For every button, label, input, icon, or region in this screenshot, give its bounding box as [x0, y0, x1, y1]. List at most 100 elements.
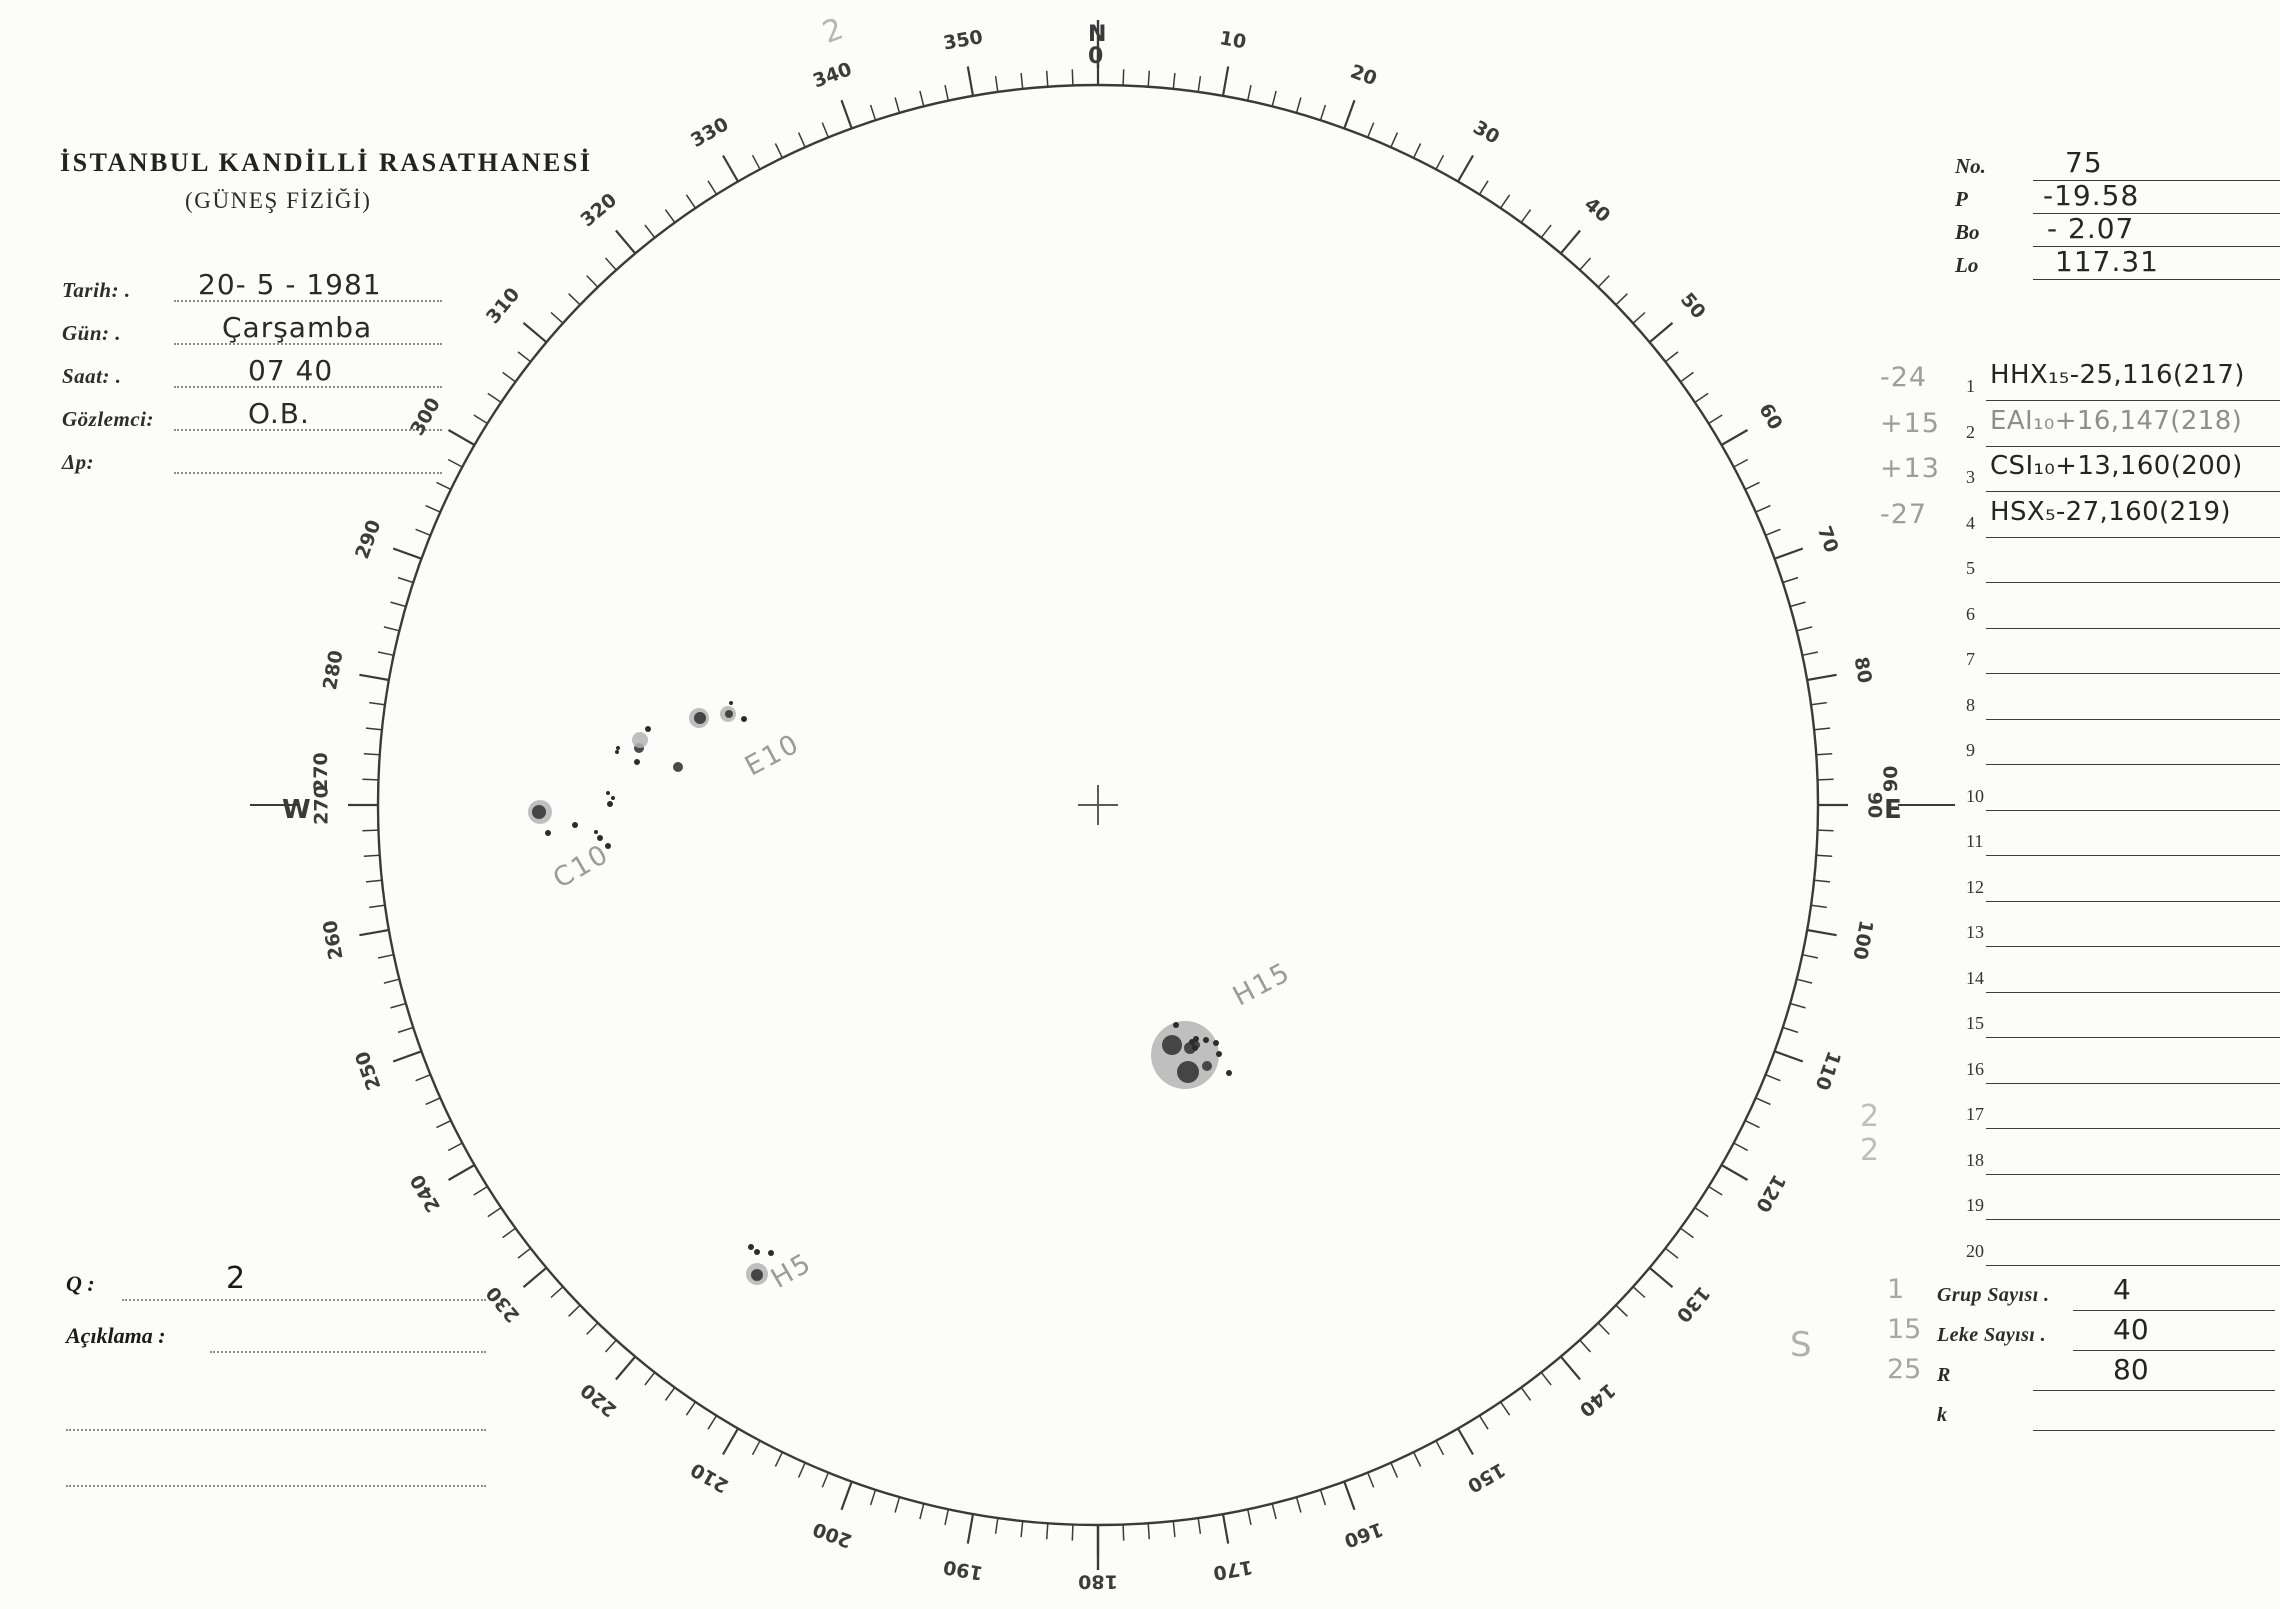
- group-ruleline: [1986, 445, 2280, 447]
- compass-east-letter: E: [1884, 795, 1902, 825]
- sunspot-pore: [645, 726, 651, 732]
- summary-ruleline: [2033, 1430, 2275, 1431]
- aciklama-row[interactable]: Açıklama :: [66, 1317, 486, 1487]
- group-ruleline: [1986, 1264, 2280, 1266]
- group-row[interactable]: 18: [1880, 1136, 2280, 1182]
- form-row-tarih[interactable]: Tarih: . 20- 5 - 1981: [62, 268, 442, 313]
- summary-row-grup-sayisi[interactable]: 1 Grup Sayısı . 4: [1887, 1273, 2275, 1318]
- group-row[interactable]: 8: [1880, 681, 2280, 727]
- group-row[interactable]: 7: [1880, 635, 2280, 681]
- sunspot-pore: [1226, 1070, 1232, 1076]
- sunspot-pore: [768, 1250, 774, 1256]
- param-row-no[interactable]: No. 75: [1955, 146, 2280, 183]
- group-entry-text: HHX₁₅-25,116(217): [1990, 360, 2245, 390]
- form-row-gun[interactable]: Gün: . Çarşamba: [62, 311, 442, 356]
- degree-label: 140: [1575, 1379, 1620, 1421]
- group-row[interactable]: 5: [1880, 544, 2280, 590]
- group-index: 18: [1966, 1149, 1984, 1170]
- group-row[interactable]: -27 4 HSX₅-27,160(219): [1880, 497, 2280, 545]
- form-dotline: [174, 300, 442, 302]
- group-pencil-note: +15: [1880, 407, 1940, 439]
- sunspot-pore: [1203, 1037, 1209, 1043]
- group-ruleline: [1986, 491, 2280, 492]
- sunspot-pore: [1189, 1039, 1195, 1045]
- group-pencil-note: -24: [1880, 362, 1928, 393]
- sunspot-umbra: [694, 712, 706, 724]
- param-row-bo[interactable]: Bo - 2.07: [1955, 212, 2280, 249]
- sunspot-pore: [729, 701, 733, 705]
- param-row-lo[interactable]: Lo 117.31: [1955, 245, 2280, 282]
- summary-pencil-note: 1: [1887, 1274, 1905, 1305]
- group-row[interactable]: +15 2 EAI₁₀+16,147(218): [1880, 406, 2280, 454]
- degree-label: 90: [1864, 792, 1886, 818]
- summary-ruleline: [2073, 1310, 2275, 1311]
- degree-label: 160: [1341, 1518, 1386, 1552]
- form-value-gozlemci: O.B.: [248, 397, 310, 430]
- param-row-p[interactable]: P -19.58: [1955, 179, 2280, 216]
- group-row[interactable]: 15: [1880, 999, 2280, 1045]
- param-label-p: P: [1955, 187, 1968, 211]
- group-index: 1: [1966, 376, 1975, 396]
- group-row[interactable]: 16: [1880, 1045, 2280, 1091]
- degree-label: 180: [1078, 1571, 1118, 1593]
- form-row-gozlemci[interactable]: Gözlemci: O.B.: [62, 397, 442, 442]
- sunspot-pore: [1192, 1045, 1198, 1051]
- param-ruleline: [2033, 180, 2280, 181]
- sunspot-pore: [615, 750, 619, 754]
- group-row[interactable]: +13 3 CSI₁₀+13,160(200): [1880, 451, 2280, 499]
- group-row[interactable]: 19: [1880, 1181, 2280, 1227]
- group-ruleline: [1986, 1037, 2280, 1038]
- group-index: 15: [1966, 1013, 1984, 1033]
- sunspot-group-c10: [528, 791, 615, 849]
- aciklama-dotline: [66, 1429, 486, 1431]
- group-row[interactable]: 9: [1880, 726, 2280, 772]
- summary-value-leke-sayisi: 40: [2113, 1313, 2149, 1346]
- summary-row-r[interactable]: 25 R 80: [1887, 1353, 2275, 1398]
- form-row-delta-p[interactable]: Δp:: [62, 442, 442, 485]
- group-ruleline: [1986, 1128, 2280, 1129]
- summary-row-leke-sayisi[interactable]: 15 Leke Sayısı . 40: [1887, 1313, 2275, 1358]
- group-row[interactable]: 12: [1880, 863, 2280, 909]
- group-ruleline: [1986, 536, 2280, 538]
- q-row[interactable]: Q : 2: [66, 1261, 486, 1317]
- solar-parameters-block: No. 75 P -19.58 Bo - 2.07 Lo 117.31: [1955, 146, 2280, 282]
- degree-label: 260: [319, 918, 348, 961]
- organization-subtitle: (GÜNEŞ FİZİĞİ): [185, 188, 372, 213]
- degree-label: 300: [406, 394, 445, 439]
- group-row[interactable]: 17: [1880, 1090, 2280, 1136]
- summary-label-leke-sayisi: Leke Sayısı .: [1937, 1324, 2047, 1346]
- degree-label: 20: [1347, 60, 1379, 90]
- group-row[interactable]: 10: [1880, 772, 2280, 818]
- group-row[interactable]: 6: [1880, 590, 2280, 636]
- group-index: 19: [1966, 1195, 1984, 1215]
- summary-row-k[interactable]: k: [1905, 1398, 2275, 1438]
- group-index: 14: [1966, 967, 1984, 988]
- group-row[interactable]: 20: [1880, 1227, 2280, 1273]
- form-dotline: [174, 386, 442, 388]
- summary-pencil-note: 25: [1887, 1354, 1922, 1385]
- group-row[interactable]: 11: [1880, 817, 2280, 863]
- form-label-delta-p: Δp:: [62, 450, 95, 474]
- param-label-lo: Lo: [1955, 253, 1979, 277]
- compass-east-degree: 90: [1880, 765, 1902, 792]
- param-value-lo: 117.31: [2055, 245, 2159, 278]
- aciklama-dotline: [66, 1485, 486, 1487]
- group-ruleline: [1986, 718, 2280, 720]
- sunspot-umbra: [673, 762, 683, 772]
- summary-label-k: k: [1937, 1404, 1948, 1426]
- sunspot-pore: [634, 759, 640, 765]
- summary-value-r: 80: [2113, 1353, 2149, 1386]
- side-pencil-bottom: 2: [1860, 1133, 1880, 1168]
- group-ruleline: [1986, 1082, 2280, 1084]
- group-index: 4: [1966, 512, 1975, 533]
- group-row[interactable]: -24 1 HHX₁₅-25,116(217): [1880, 360, 2280, 408]
- group-row[interactable]: 14: [1880, 954, 2280, 1000]
- group-row[interactable]: 13: [1880, 908, 2280, 954]
- sunspot-penumbra: [632, 732, 648, 748]
- side-pencil-top: 2: [1860, 1099, 1880, 1134]
- sunspot-pore: [605, 843, 611, 849]
- group-ruleline: [1986, 1173, 2280, 1175]
- form-row-saat[interactable]: Saat: . 07 40: [62, 354, 442, 399]
- degree-label: 40: [1580, 193, 1614, 227]
